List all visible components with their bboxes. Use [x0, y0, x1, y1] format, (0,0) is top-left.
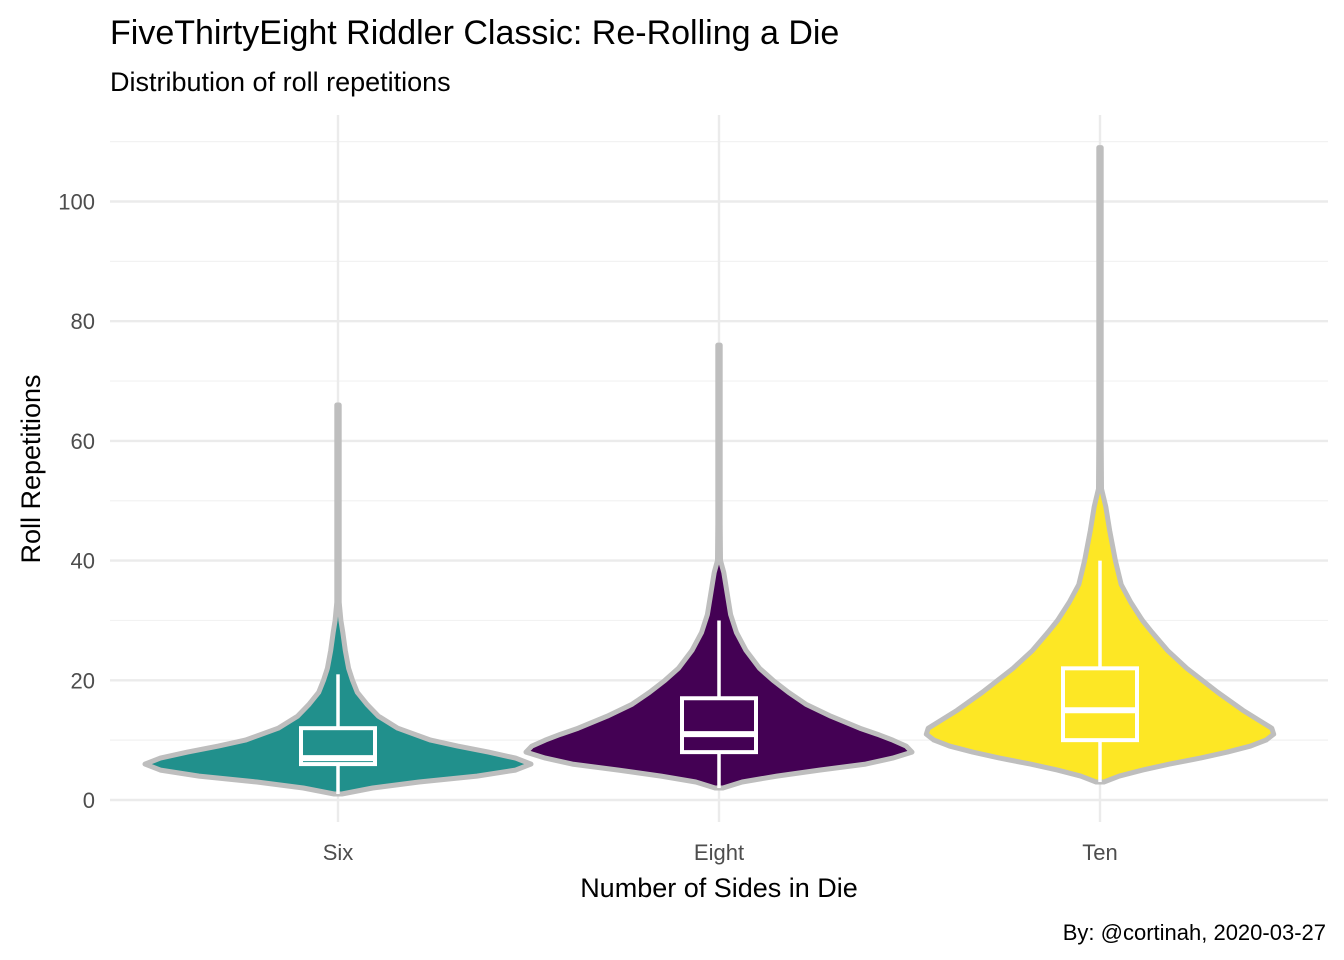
box: [299, 726, 377, 767]
y-tick-label: 100: [58, 190, 95, 215]
violin-ten: [923, 145, 1277, 785]
x-tick-label: Six: [323, 840, 354, 865]
y-tick-label: 60: [71, 429, 95, 454]
violins: [142, 145, 1277, 797]
x-tick-label: Eight: [694, 840, 744, 865]
y-tick-label: 20: [71, 668, 95, 693]
y-axis-title: Roll Repetitions: [16, 374, 46, 563]
chart-title: FiveThirtyEight Riddler Classic: Re-Roll…: [110, 14, 839, 52]
x-axis-title: Number of Sides in Die: [580, 873, 858, 903]
boxplot-ten: [1061, 560, 1139, 783]
y-tick-label: 80: [71, 309, 95, 334]
boxplot-eight: [680, 620, 758, 789]
violin-six: [142, 402, 534, 797]
chart-subtitle: Distribution of roll repetitions: [110, 67, 451, 97]
boxplot-six: [299, 674, 377, 795]
chart-caption: By: @cortinah, 2020-03-27: [1063, 920, 1326, 945]
violin-eight: [523, 342, 915, 791]
y-axis: 0 20 40 60 80 100: [58, 190, 95, 814]
box: [1061, 666, 1139, 743]
x-axis: Six Eight Ten: [323, 840, 1118, 865]
x-tick-label: Ten: [1082, 840, 1117, 865]
y-tick-label: 0: [83, 788, 95, 813]
y-tick-label: 40: [71, 549, 95, 574]
box: [680, 696, 758, 755]
